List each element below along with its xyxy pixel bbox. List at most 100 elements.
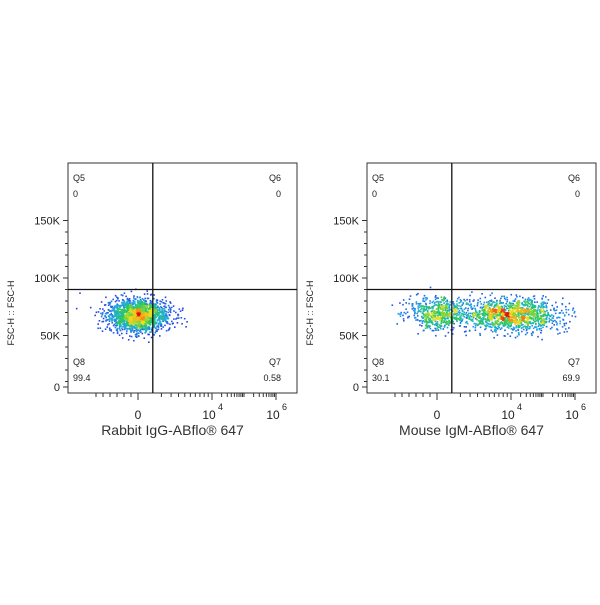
event-dot [400,315,402,317]
event-dot [533,319,535,321]
event-dot [408,303,410,305]
event-dot [439,311,441,313]
event-dot [447,308,449,310]
quadrant-q8-percent: 99.4 [73,373,91,383]
event-dot [178,317,180,319]
event-dot [553,324,555,326]
event-dot [149,331,151,333]
event-dot [436,328,438,330]
event-dot [445,322,447,324]
event-dot [517,323,519,325]
event-dot [522,320,524,322]
event-dot [499,310,501,312]
event-dot [126,320,128,322]
event-dot [119,320,121,322]
event-dot [486,312,488,314]
event-dot [99,308,101,310]
event-dot [438,301,440,303]
event-dot [542,295,544,297]
event-dot [415,319,417,321]
event-dot [102,330,104,332]
y-tick-label: 100K [34,273,60,285]
event-dot [572,309,574,311]
event-dot [147,319,149,321]
event-dot [497,328,499,330]
event-dot [516,320,518,322]
event-dot [441,307,443,309]
x-tick-label: 10 [266,408,280,422]
event-dot [144,298,146,300]
event-dot [429,326,431,328]
event-dot [96,312,98,314]
event-dot [126,325,128,327]
x-tick-label: 10 [501,408,515,422]
event-dot [184,318,186,320]
event-dot [120,312,122,314]
event-dot [524,317,526,319]
event-dot [144,316,146,318]
event-dot [448,315,450,317]
event-dot [168,329,170,331]
event-dot [129,319,131,321]
event-dot [527,305,529,307]
event-dot [509,313,511,315]
event-dot [173,310,175,312]
event-dot [134,314,136,316]
event-dot [534,311,536,313]
event-dot [518,333,520,335]
event-dot [515,330,517,332]
event-dot [459,325,461,327]
event-dot [501,296,503,298]
event-dot [128,328,130,330]
event-dot [562,319,564,321]
event-dot [518,332,520,334]
event-dot [108,302,110,304]
event-dot [173,305,175,307]
event-dot [499,317,501,319]
event-dot [491,327,493,329]
event-dot [405,313,407,315]
event-dot [115,295,117,297]
event-dot [158,322,160,324]
plot-area [68,163,297,393]
event-dot [424,309,426,311]
event-dot [488,317,490,319]
event-dot [470,307,472,309]
event-dot [416,303,418,305]
event-dot [490,309,492,311]
event-dot [126,313,128,315]
event-dot [149,313,151,315]
event-dot [159,307,161,309]
event-dot [129,335,131,337]
event-dot [531,325,533,327]
event-dot [524,325,526,327]
event-dot [163,306,165,308]
event-dot [439,320,441,322]
event-dot [525,309,527,311]
event-dot [417,319,419,321]
event-dot [102,308,104,310]
event-dot [139,327,141,329]
event-dot [449,314,451,316]
event-dot [115,318,117,320]
event-dot [476,312,478,314]
event-dot [142,329,144,331]
event-dot [150,302,152,304]
event-dot [144,312,146,314]
y-tick-label: 50K [339,331,359,343]
event-dot [496,306,498,308]
event-dot [527,319,529,321]
event-dot [462,318,464,320]
event-dot [519,296,521,298]
event-dot [445,318,447,320]
event-dot [90,307,92,309]
event-dot [112,306,114,308]
event-dot [412,305,414,307]
event-dot [162,326,164,328]
event-dot [477,305,479,307]
event-dot [506,306,508,308]
event-dot [518,312,520,314]
event-dot [145,303,147,305]
x-tick-label: 0 [135,408,142,422]
event-dot [551,327,553,329]
